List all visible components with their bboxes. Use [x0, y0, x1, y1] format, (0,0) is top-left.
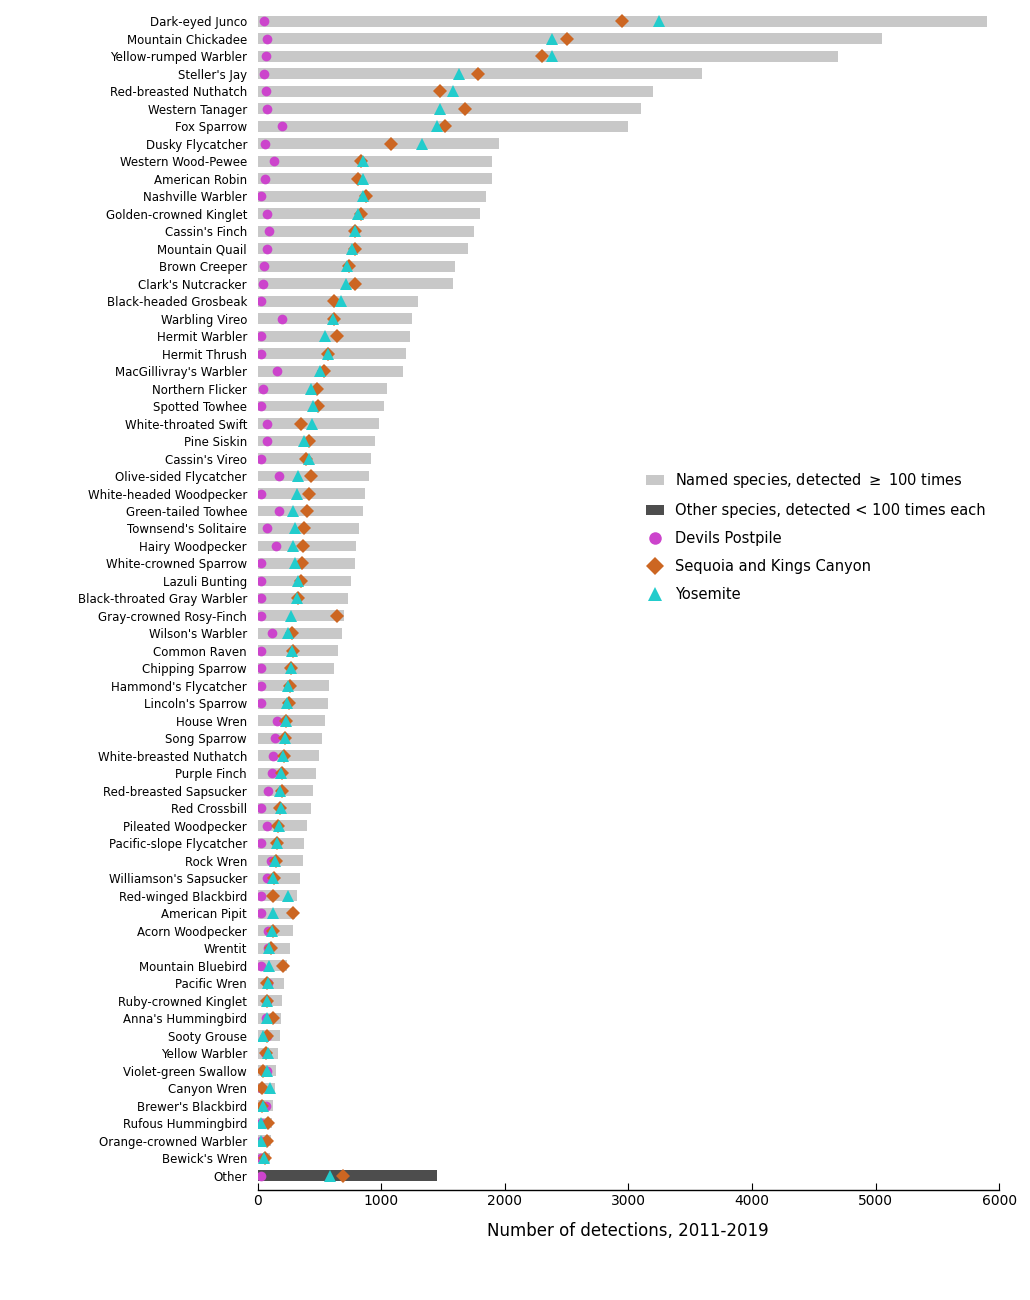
- Bar: [258, 243, 468, 254]
- Bar: [258, 1030, 279, 1041]
- Bar: [258, 104, 641, 114]
- Bar: [258, 471, 369, 481]
- Bar: [258, 138, 499, 150]
- Bar: [258, 942, 289, 954]
- Bar: [258, 785, 312, 796]
- Bar: [258, 768, 315, 779]
- Bar: [258, 872, 300, 884]
- Bar: [258, 348, 406, 359]
- Bar: [258, 628, 342, 638]
- Bar: [258, 1013, 281, 1023]
- Bar: [258, 611, 344, 621]
- Bar: [258, 733, 321, 744]
- Bar: [258, 663, 334, 673]
- Bar: [258, 698, 328, 708]
- Bar: [258, 593, 348, 603]
- Bar: [258, 16, 987, 27]
- Bar: [258, 34, 882, 44]
- Bar: [258, 891, 297, 901]
- Bar: [258, 51, 838, 61]
- Bar: [258, 961, 286, 971]
- Legend: Named species, detected $\geq$ 100 times, Other species, detected < 100 times ea: Named species, detected $\geq$ 100 times…: [641, 465, 992, 608]
- Bar: [258, 680, 330, 692]
- Bar: [258, 436, 375, 446]
- Bar: [258, 1135, 271, 1147]
- Bar: [258, 488, 365, 499]
- Bar: [258, 365, 404, 377]
- Bar: [258, 996, 282, 1006]
- Bar: [258, 400, 383, 412]
- Bar: [258, 855, 303, 866]
- Bar: [258, 926, 293, 936]
- Bar: [258, 837, 305, 849]
- Bar: [258, 261, 455, 272]
- Bar: [258, 330, 410, 342]
- Bar: [258, 1153, 270, 1164]
- Bar: [258, 295, 418, 307]
- Bar: [258, 226, 474, 237]
- Bar: [258, 156, 492, 166]
- Bar: [258, 715, 325, 727]
- Bar: [258, 384, 387, 394]
- Bar: [258, 121, 628, 131]
- Bar: [258, 419, 379, 429]
- Bar: [258, 191, 486, 202]
- Bar: [258, 978, 284, 988]
- Bar: [258, 907, 295, 919]
- Bar: [258, 1083, 275, 1093]
- Bar: [258, 1065, 276, 1076]
- Bar: [258, 541, 356, 551]
- Bar: [258, 454, 371, 464]
- Bar: [258, 506, 363, 516]
- Bar: [258, 1170, 437, 1180]
- Bar: [258, 313, 412, 324]
- Bar: [258, 208, 480, 220]
- Bar: [258, 278, 453, 289]
- Bar: [258, 86, 653, 96]
- Bar: [258, 1048, 278, 1058]
- Bar: [258, 558, 355, 569]
- Bar: [258, 576, 351, 586]
- Bar: [258, 803, 311, 814]
- Bar: [258, 173, 492, 185]
- Bar: [258, 69, 702, 79]
- Bar: [258, 646, 338, 656]
- Bar: [258, 1100, 273, 1112]
- Bar: [258, 820, 307, 831]
- X-axis label: Number of detections, 2011-2019: Number of detections, 2011-2019: [487, 1222, 769, 1240]
- Bar: [258, 750, 319, 762]
- Bar: [258, 1118, 272, 1128]
- Bar: [258, 523, 358, 534]
